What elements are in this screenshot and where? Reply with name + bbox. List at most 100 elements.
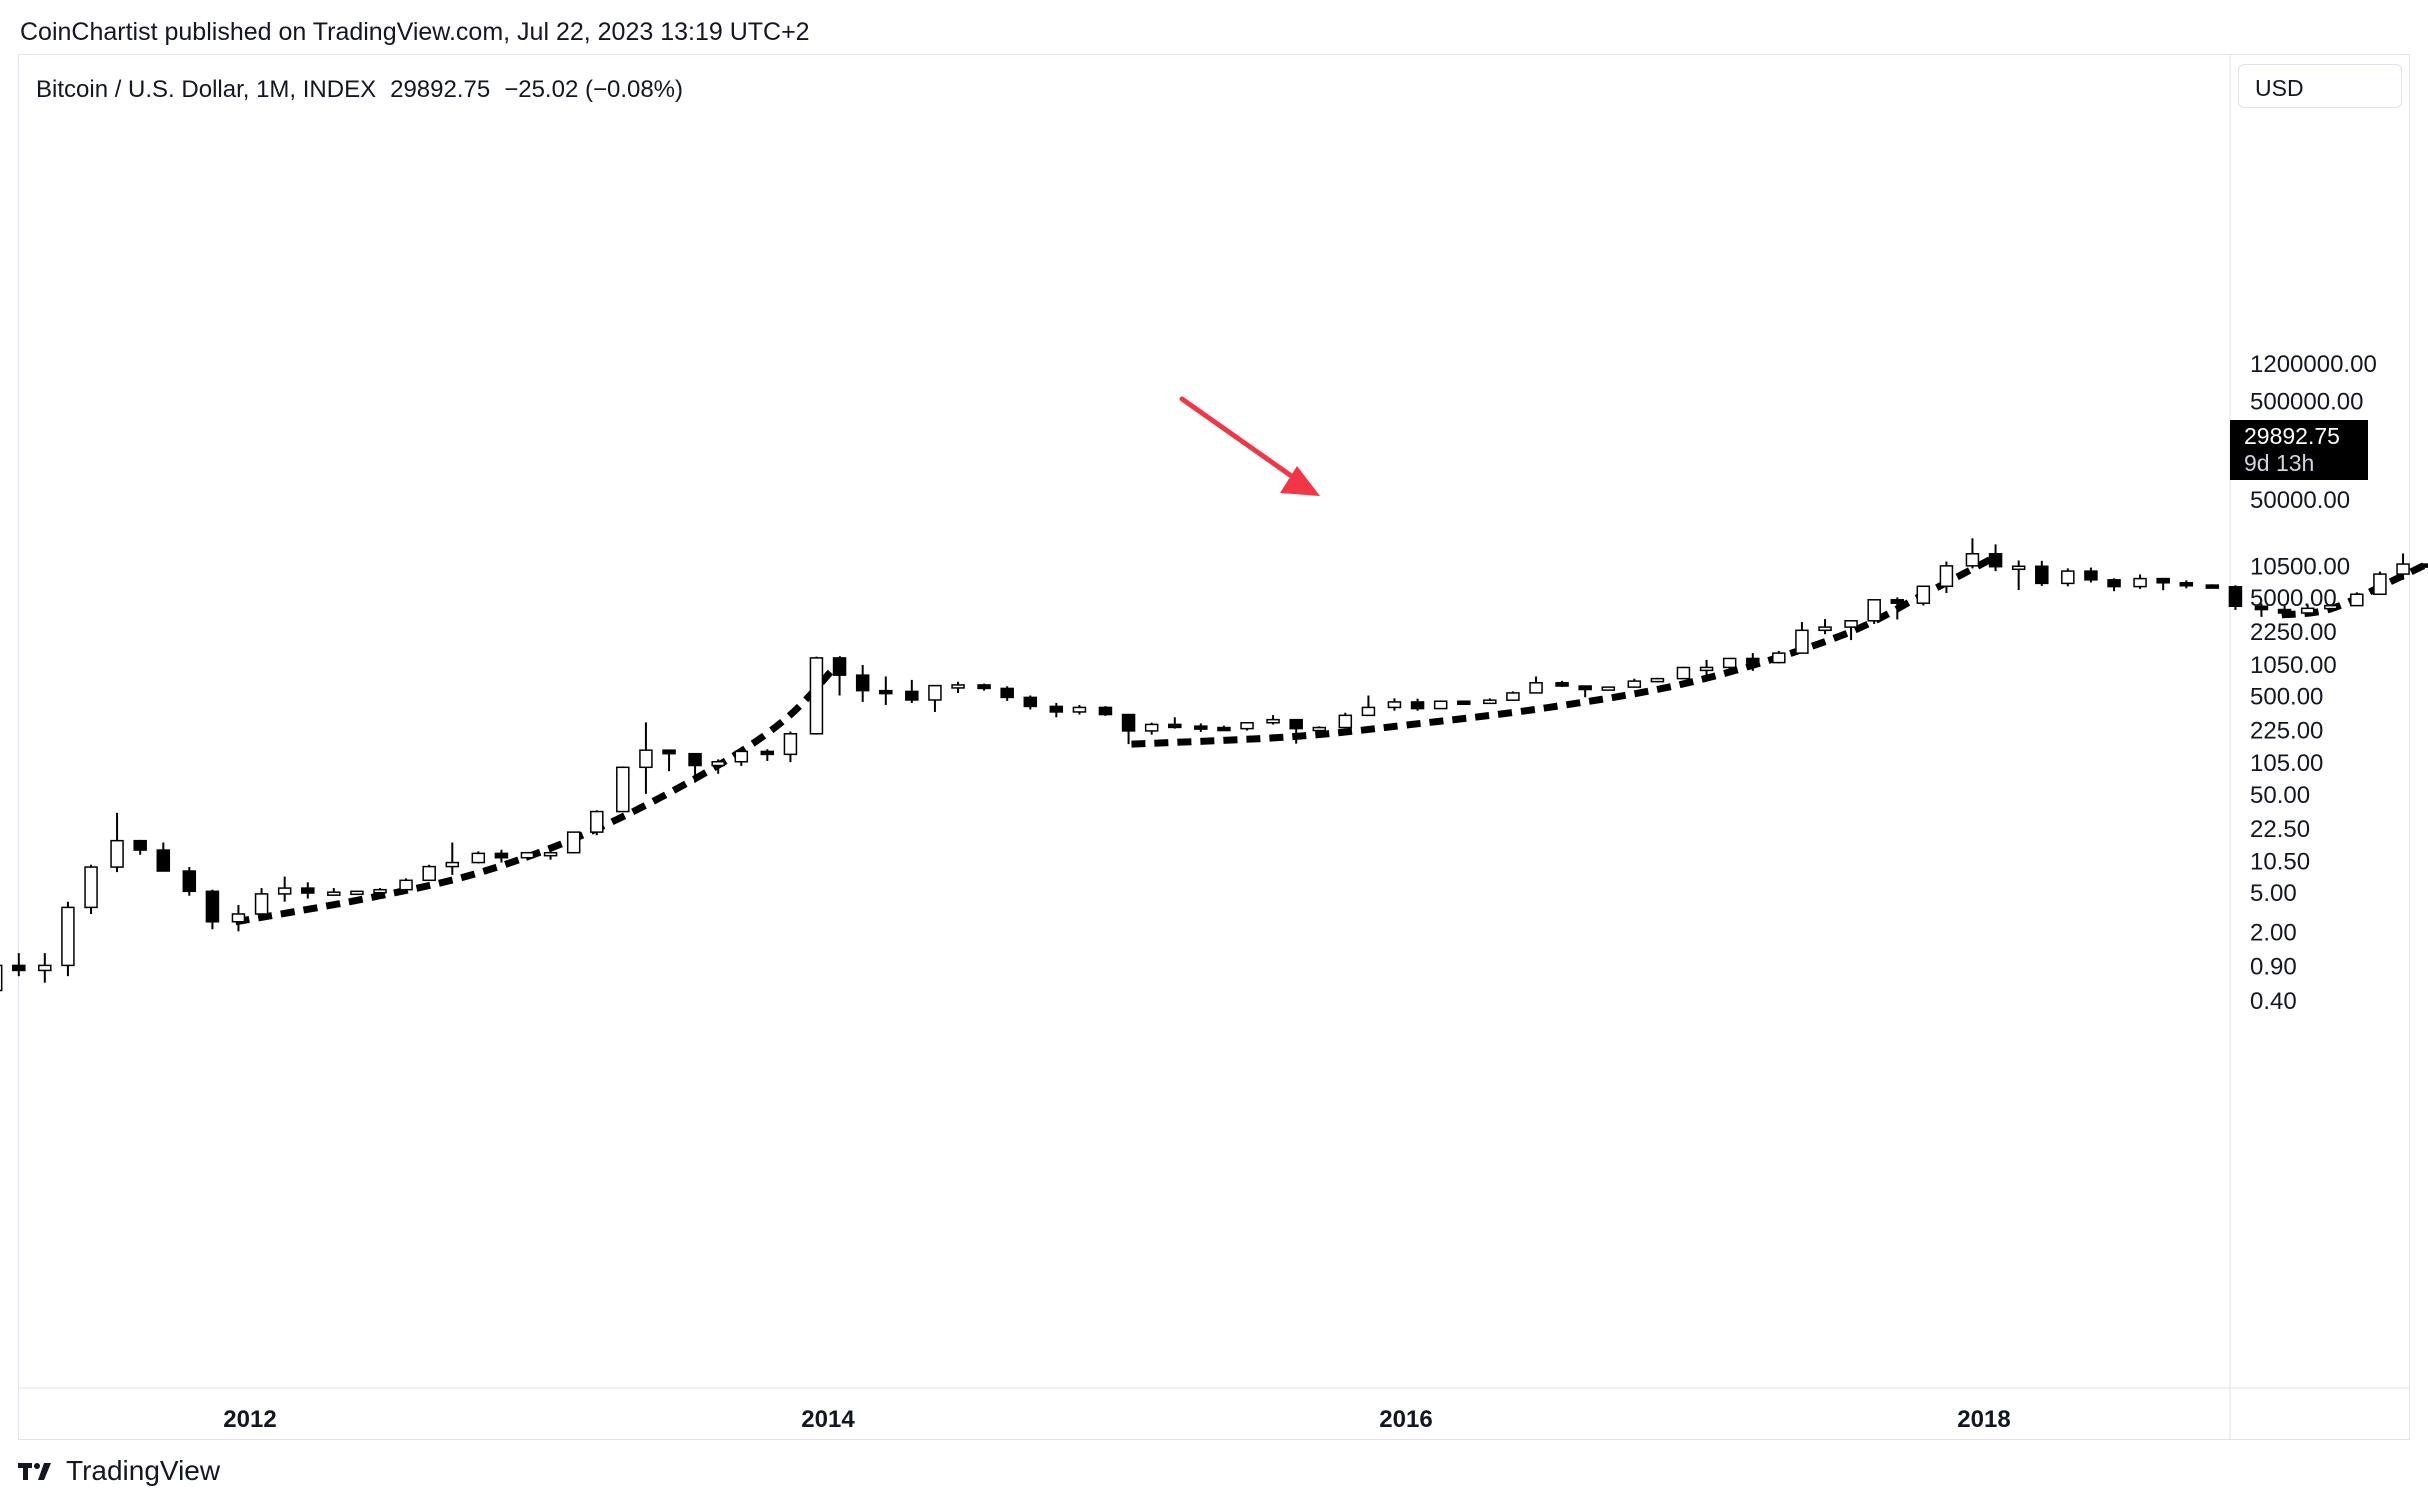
candle — [1746, 653, 1760, 671]
price-tick-label: 0.40 — [2250, 988, 2297, 1015]
candle — [688, 752, 702, 783]
candle — [2133, 574, 2147, 589]
price-tick-label: 500000.00 — [2250, 388, 2363, 415]
candle — [1844, 620, 1858, 641]
candle — [1072, 705, 1087, 715]
candle — [711, 759, 725, 774]
candle — [2228, 585, 2243, 611]
publisher-line: CoinChartist published on TradingView.co… — [20, 18, 810, 46]
candle — [110, 812, 124, 873]
price-tick-label: 50000.00 — [2250, 487, 2350, 514]
currency-selector[interactable]: USD — [2238, 64, 2402, 108]
price-tick-label: 1200000.00 — [2250, 351, 2377, 378]
candle — [301, 882, 315, 899]
candle — [1988, 544, 2003, 572]
legend-symbol: Bitcoin / U.S. Dollar, 1M, INDEX — [36, 76, 377, 103]
candle — [783, 731, 798, 763]
candle — [2035, 560, 2049, 586]
candle — [734, 750, 749, 766]
price-tick-label: 105.00 — [2250, 750, 2323, 777]
annotation-arrow — [1179, 396, 1320, 496]
candle — [2205, 584, 2220, 589]
candle — [1529, 676, 1543, 694]
legend-change: −25.02 (−0.08%) — [504, 76, 684, 103]
candle — [12, 953, 26, 977]
candle — [1098, 706, 1113, 716]
price-tick-label: 22.50 — [2250, 816, 2310, 843]
time-tick-label: 2018 — [1957, 1406, 2010, 1433]
candle — [1000, 686, 1014, 701]
brand-logo[interactable]: TradingView — [18, 1455, 220, 1487]
candle — [2277, 605, 2292, 614]
candle — [1144, 722, 1159, 735]
candle — [2107, 578, 2121, 592]
candle — [662, 749, 676, 772]
candle — [879, 676, 893, 706]
price-tick-label: 10.50 — [2250, 848, 2310, 875]
candle — [2300, 604, 2315, 615]
candle — [2422, 563, 2428, 568]
candle — [205, 889, 220, 930]
candle — [38, 953, 52, 983]
dashed-projection-curve — [234, 655, 846, 926]
price-tick-label: 2250.00 — [2250, 619, 2337, 646]
last-price-value: 29892.75 — [2244, 423, 2340, 449]
dashed-projection-curve — [2281, 559, 2428, 619]
candle — [639, 722, 653, 794]
candle — [1361, 695, 1376, 717]
candle — [1506, 691, 1520, 701]
candle — [156, 842, 171, 872]
candle — [1939, 561, 1954, 593]
candle — [327, 888, 341, 896]
candle — [1023, 695, 1038, 710]
candle — [1818, 619, 1832, 635]
candle — [1965, 538, 1980, 569]
candle — [2179, 580, 2194, 589]
brand-name: TradingView — [66, 1455, 221, 1486]
candle — [1650, 677, 1665, 683]
candle — [1722, 657, 1737, 670]
candle — [1457, 700, 1471, 705]
candle — [2350, 592, 2364, 607]
candle — [832, 656, 847, 696]
candle — [2254, 603, 2269, 617]
legend-price: 29892.75 — [390, 76, 491, 103]
candle — [1240, 722, 1254, 731]
candle — [1627, 678, 1642, 688]
candle — [905, 679, 919, 703]
last-price-tag: 29892.75 9d 13h — [2230, 420, 2368, 480]
candle — [277, 876, 292, 902]
curves-layer — [234, 556, 2428, 926]
candle — [0, 964, 3, 992]
candle — [566, 831, 581, 854]
candle — [1168, 717, 1182, 729]
price-tick-label: 5.00 — [2250, 880, 2297, 907]
price-tick-label: 10500.00 — [2250, 553, 2350, 580]
candle — [2324, 604, 2338, 610]
candle — [2373, 571, 2387, 596]
price-tick-label: 5000.00 — [2250, 585, 2337, 612]
candle — [1289, 718, 1303, 744]
tradingview-logo-icon — [18, 1463, 51, 1480]
candle — [1867, 599, 1881, 624]
candle — [1916, 585, 1931, 606]
candle — [1772, 650, 1786, 664]
candle — [445, 842, 460, 875]
price-tick-label: 500.00 — [2250, 683, 2323, 710]
candle — [373, 888, 387, 894]
candle — [2061, 568, 2075, 587]
candle — [471, 851, 486, 864]
candle — [2396, 553, 2410, 580]
candle — [760, 749, 775, 761]
candles-layer — [0, 538, 2428, 992]
symbol-legend: Bitcoin / U.S. Dollar, 1M, INDEX 29892.75… — [36, 76, 697, 104]
candle — [855, 665, 870, 702]
time-tick-label: 2016 — [1379, 1406, 1432, 1433]
candle — [1338, 712, 1353, 729]
candle — [1121, 713, 1136, 745]
candle — [1578, 685, 1592, 698]
time-axis[interactable]: 2012201420162018202020222024 — [223, 1406, 2428, 1433]
candle — [1410, 698, 1425, 711]
candle — [1601, 686, 1616, 691]
